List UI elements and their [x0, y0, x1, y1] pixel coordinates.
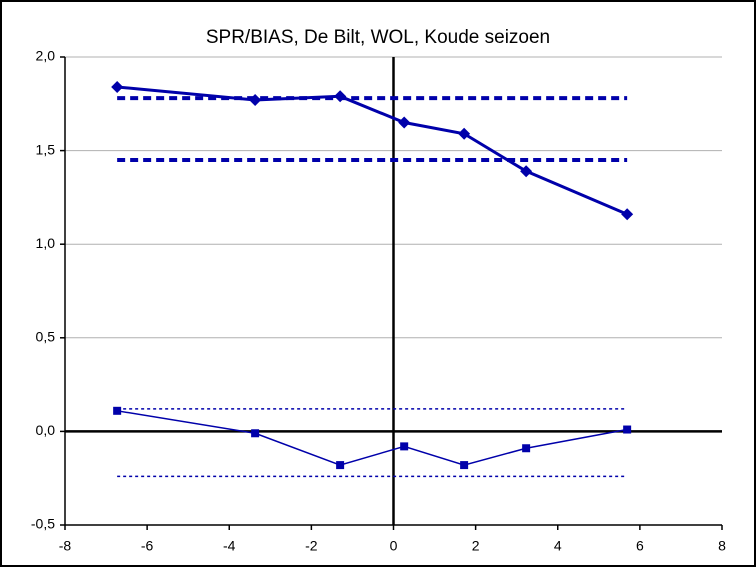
y-tick-label: 0,0 [36, 422, 56, 438]
x-tick-label: 4 [554, 538, 562, 554]
square-marker [251, 429, 260, 438]
square-marker [460, 461, 469, 470]
square-marker [336, 461, 345, 470]
diamond-marker [111, 80, 124, 93]
diamond-marker [398, 116, 411, 129]
y-tick-label: 0,5 [36, 329, 56, 345]
x-tick-label: -6 [141, 538, 154, 554]
square-marker [113, 406, 122, 415]
diamond-marker [458, 127, 471, 140]
square-marker [623, 425, 632, 434]
chart-title: SPR/BIAS, De Bilt, WOL, Koude seizoen [206, 27, 550, 48]
y-tick-label: 2,0 [36, 48, 56, 64]
square-marker [400, 442, 409, 451]
x-tick-label: 0 [390, 538, 398, 554]
diamond-marker [621, 208, 634, 221]
y-tick-label: 1,0 [36, 235, 56, 251]
y-tick-label: 1,5 [36, 141, 56, 157]
x-tick-label: 2 [472, 538, 480, 554]
square-marker [522, 444, 531, 453]
x-tick-label: 6 [636, 538, 644, 554]
x-tick-label: -4 [223, 538, 236, 554]
y-tick-label: -0,5 [31, 516, 55, 532]
x-tick-label: -8 [59, 538, 72, 554]
x-tick-label: -2 [305, 538, 318, 554]
x-tick-label: 8 [718, 538, 726, 554]
diamond-marker [520, 165, 533, 178]
